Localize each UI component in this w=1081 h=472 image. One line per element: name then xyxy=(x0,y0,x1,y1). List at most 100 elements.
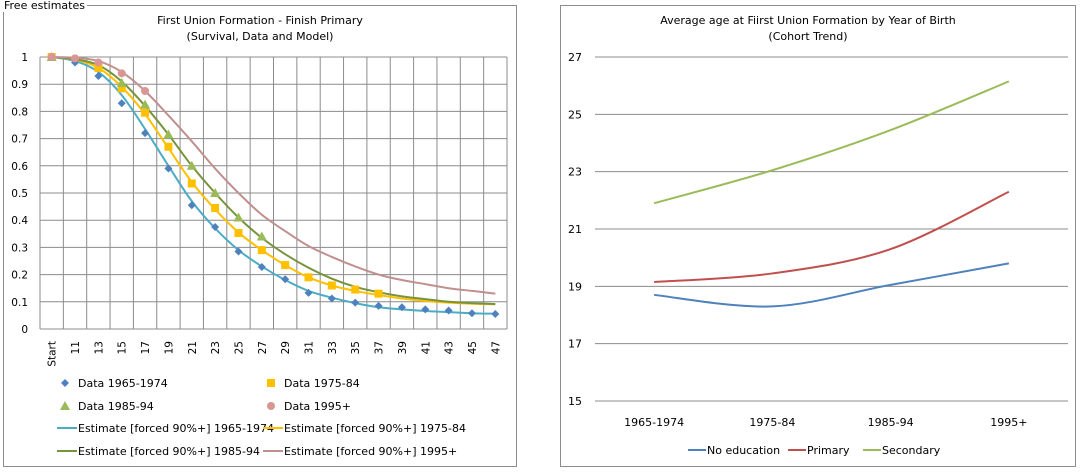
x-tick-label: 35 xyxy=(350,341,362,354)
data-point xyxy=(444,306,453,315)
x-tick-label: 17 xyxy=(140,341,152,354)
data-point xyxy=(94,58,103,67)
y-tick-label: 0 xyxy=(21,324,28,336)
y-tick-label: 19 xyxy=(568,280,582,293)
x-tick-label: 23 xyxy=(210,341,222,354)
x-tick-label: 1985-94 xyxy=(868,416,914,429)
data-point xyxy=(94,72,103,81)
data-point xyxy=(256,231,267,241)
survival-chart: First Union Formation - Finish Primary (S… xyxy=(3,5,517,467)
data-point xyxy=(491,310,500,319)
chart-subtitle: (Cohort Trend) xyxy=(768,30,847,43)
data-point xyxy=(210,188,221,197)
data-point xyxy=(116,77,127,87)
x-tick-label: 21 xyxy=(187,341,199,354)
data-point xyxy=(397,303,406,312)
legend-marker xyxy=(267,379,275,387)
legend-marker xyxy=(267,402,275,410)
series-line-2 xyxy=(653,80,1010,205)
series-line-0 xyxy=(654,262,1010,308)
y-tick-label: 0.6 xyxy=(11,161,28,173)
page-label: Free estimates xyxy=(2,0,87,12)
data-point xyxy=(117,99,126,108)
data-point xyxy=(71,54,80,63)
data-point xyxy=(351,298,360,307)
series-markers-3 xyxy=(47,53,150,95)
x-tick-label: 1965-1974 xyxy=(624,416,684,429)
data-point xyxy=(233,212,244,222)
data-point xyxy=(374,301,383,310)
legend-label: Estimate [forced 90%+] 1965-1974 xyxy=(78,422,274,435)
data-point xyxy=(47,53,56,61)
legend-label: No education xyxy=(707,444,780,457)
data-point xyxy=(327,294,336,303)
y-tick-label: 27 xyxy=(568,51,582,64)
gridlines xyxy=(39,56,508,330)
legend-label: Data 1995+ xyxy=(284,400,351,413)
data-point xyxy=(304,273,313,282)
y-tick-label: 0.8 xyxy=(11,106,28,118)
data-point xyxy=(234,247,243,256)
y-tick-label: 1 xyxy=(21,52,28,64)
data-point xyxy=(467,309,476,318)
x-tick-label: 25 xyxy=(233,341,245,354)
x-tick-label: 13 xyxy=(93,341,105,354)
y-tick-label: 0.2 xyxy=(11,270,28,282)
legend-label: Estimate [forced 90%+] 1985-94 xyxy=(78,445,260,458)
x-tick-label: 43 xyxy=(444,341,456,354)
x-tick-label: 27 xyxy=(257,341,269,354)
data-point xyxy=(234,228,243,237)
y-tick-label: 0.3 xyxy=(11,242,28,254)
y-tick-label: 0.9 xyxy=(11,79,28,91)
series-line-1 xyxy=(654,190,1010,284)
chart-subtitle: (Survival, Data and Model) xyxy=(187,30,334,43)
x-tick-label: 33 xyxy=(327,341,339,354)
x-tick-label: 45 xyxy=(467,341,479,354)
data-point xyxy=(186,160,197,170)
chart-title: First Union Formation - Finish Primary xyxy=(157,14,363,27)
legend-label: Estimate [forced 90%+] 1975-84 xyxy=(284,422,466,435)
y-tick-label: 0.1 xyxy=(11,297,28,309)
x-tick-label: 41 xyxy=(420,341,432,354)
legend-label: Data 1985-94 xyxy=(78,400,154,413)
y-tick-label: 15 xyxy=(568,395,582,408)
x-tick-label: Start xyxy=(47,341,59,367)
data-point xyxy=(163,129,174,139)
data-point xyxy=(257,246,266,255)
data-point xyxy=(374,289,383,298)
x-tick-label: 19 xyxy=(163,341,175,354)
data-point xyxy=(117,69,126,78)
cohort-trend-chart: Average age at Fiirst Union Formation by… xyxy=(560,5,1076,467)
legend: Data 1965-1974 Data 1975-84 Data 1985-94 Da… xyxy=(57,377,466,458)
data-point xyxy=(141,108,150,117)
x-tick-label: 47 xyxy=(490,341,502,354)
data-point xyxy=(281,275,290,284)
y-tick-label: 0.4 xyxy=(11,215,28,227)
data-point xyxy=(211,223,220,231)
x-tick-label: 11 xyxy=(70,341,82,354)
data-point xyxy=(164,142,173,151)
legend-marker xyxy=(61,379,69,387)
legend: No education Primary Secondary xyxy=(688,444,941,457)
chart-title: Average age at Fiirst Union Formation by… xyxy=(660,14,956,27)
data-point xyxy=(140,99,151,109)
data-point xyxy=(141,129,150,138)
y-tick-label: 23 xyxy=(568,166,582,179)
data-point xyxy=(117,84,126,93)
data-point xyxy=(211,203,220,212)
x-tick-label: 15 xyxy=(117,341,129,354)
y-tick-label: 17 xyxy=(568,338,582,351)
data-point xyxy=(421,305,430,314)
legend-label: Data 1975-84 xyxy=(284,377,360,390)
x-tick-label: 29 xyxy=(280,341,292,354)
data-point xyxy=(187,201,196,210)
data-point xyxy=(327,281,336,290)
data-point xyxy=(351,285,360,294)
legend-label: Secondary xyxy=(882,444,941,457)
x-tick-label: 39 xyxy=(397,341,409,354)
data-point xyxy=(164,164,173,173)
data-point xyxy=(281,261,290,270)
y-tick-label: 21 xyxy=(568,223,582,236)
legend-label: Data 1965-1974 xyxy=(78,377,168,390)
